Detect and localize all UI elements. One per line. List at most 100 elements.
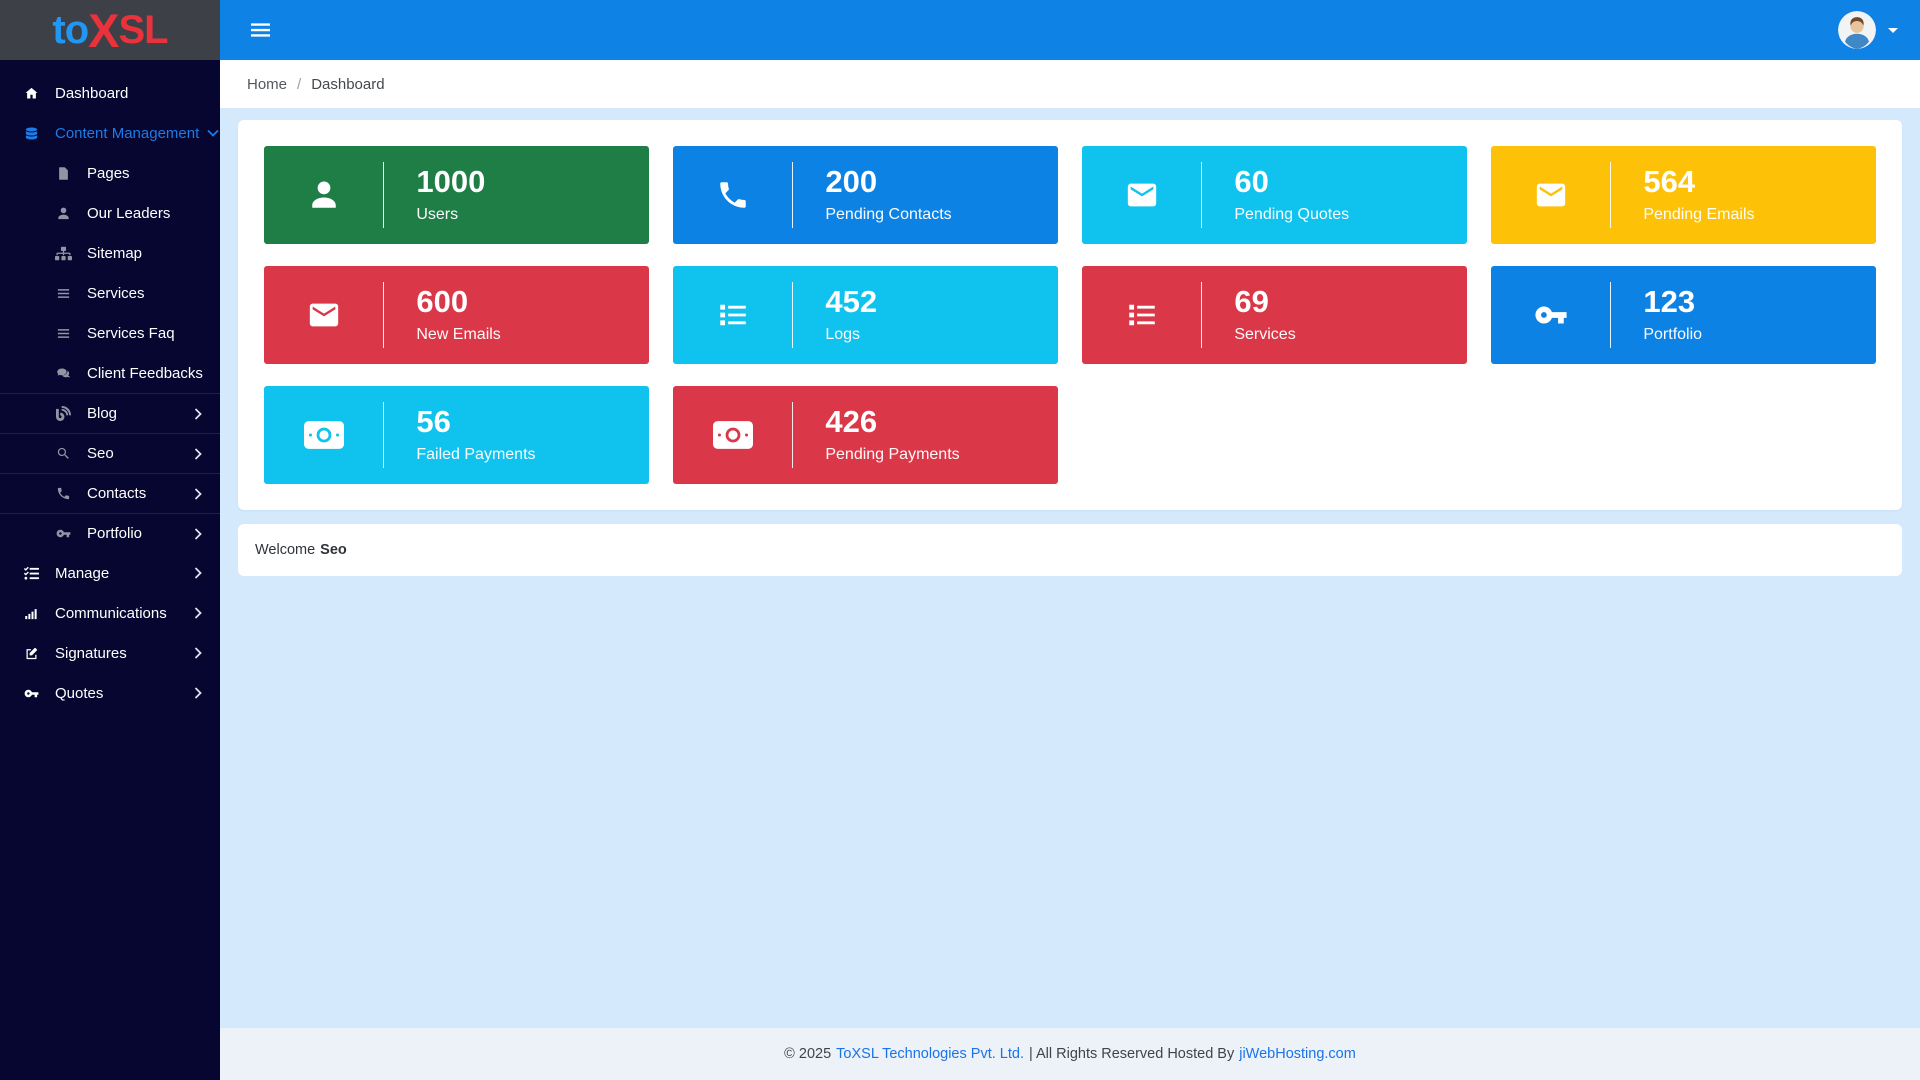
stat-card-logs[interactable]: 452 Logs [673, 266, 1058, 364]
sidebar-item-content-management[interactable]: Content Management [0, 113, 220, 153]
sidebar-item-signatures[interactable]: Signatures [0, 633, 220, 673]
welcome-text: Welcome [255, 542, 316, 558]
chevron-right-icon [194, 408, 202, 420]
stat-value: 123 [1643, 284, 1696, 320]
footer-copyright: © 2025 [784, 1046, 832, 1062]
avatar [1838, 11, 1876, 49]
brand-logo[interactable]: to X SL [0, 0, 220, 60]
sidebar-item-services-faq[interactable]: Services Faq [0, 313, 220, 353]
stats-panel: 1000 Users 200 Pending Contacts [238, 120, 1902, 510]
phone-icon [673, 178, 792, 212]
sidebar-item-seo[interactable]: Seo [0, 433, 220, 473]
sidebar-item-dashboard[interactable]: Dashboard [0, 73, 220, 113]
sidebar-item-label: Portfolio [87, 525, 143, 542]
sidebar-item-label: Seo [87, 445, 114, 462]
sidebar-item-label: Services Faq [87, 324, 175, 342]
stat-card-pending-quotes[interactable]: 60 Pending Quotes [1082, 146, 1467, 244]
sidebar-item-portfolio[interactable]: Portfolio [0, 513, 220, 553]
sidebar-item-communications[interactable]: Communications [0, 593, 220, 633]
signal-icon [20, 606, 42, 621]
sidebar: to X SL Dashboard Content Management Pages… [0, 0, 220, 1080]
stat-label: Portfolio [1643, 325, 1703, 343]
sidebar-item-quotes[interactable]: Quotes [0, 673, 220, 713]
footer-company-link[interactable]: ToXSL Technologies Pvt. Ltd. [836, 1046, 1024, 1062]
card-divider [1610, 282, 1612, 348]
footer-host-link[interactable]: jiWebHosting.com [1239, 1046, 1356, 1062]
user-icon [52, 206, 74, 221]
sidebar-item-contacts[interactable]: Contacts [0, 473, 220, 513]
sidebar-item-sitemap[interactable]: Sitemap [0, 233, 220, 273]
content-area: 1000 Users 200 Pending Contacts [220, 108, 1920, 1080]
sidebar-item-label: Contacts [87, 485, 147, 502]
caret-down-icon [1888, 27, 1898, 33]
sidebar-item-label: Dashboard [55, 84, 129, 102]
card-divider [792, 402, 794, 468]
card-divider [383, 402, 385, 468]
sidebar-item-client-feedbacks[interactable]: Client Feedbacks [0, 353, 220, 393]
stat-card-new-emails[interactable]: 600 New Emails [264, 266, 649, 364]
main-area: Home / Dashboard 1000 Users [220, 0, 1920, 1080]
stat-value: 69 [1234, 284, 1269, 320]
envelope-icon [1082, 178, 1201, 212]
stat-card-users[interactable]: 1000 Users [264, 146, 649, 244]
sidebar-item-our-leaders[interactable]: Our Leaders [0, 193, 220, 233]
stat-value: 452 [825, 284, 878, 320]
user-menu[interactable] [1838, 11, 1898, 49]
stat-value: 600 [416, 284, 469, 320]
chevron-right-icon [194, 528, 202, 540]
sidebar-item-services[interactable]: Services [0, 273, 220, 313]
topbar [220, 0, 1920, 60]
key-icon [1491, 298, 1610, 332]
stat-card-portfolio[interactable]: 123 Portfolio [1491, 266, 1876, 364]
card-divider [383, 162, 385, 228]
hamburger-icon [251, 22, 270, 38]
stat-value: 1000 [416, 164, 486, 200]
stat-card-pending-contacts[interactable]: 200 Pending Contacts [673, 146, 1058, 244]
sidebar-item-blog[interactable]: Blog [0, 393, 220, 433]
user-icon [264, 178, 383, 212]
stats-grid: 1000 Users 200 Pending Contacts [264, 146, 1876, 484]
breadcrumb: Home / Dashboard [220, 60, 1920, 108]
key-icon [52, 526, 74, 541]
stat-label: Pending Quotes [1234, 205, 1350, 223]
sidebar-item-label: Blog [87, 405, 118, 422]
database-icon [20, 126, 42, 141]
sidebar-item-manage[interactable]: Manage [0, 553, 220, 593]
comments-icon [52, 366, 74, 381]
card-divider [1610, 162, 1612, 228]
sidebar-item-label: Client Feedbacks [87, 364, 203, 382]
money-bill-icon [673, 418, 792, 452]
breadcrumb-home-link[interactable]: Home [247, 75, 288, 93]
stat-label: Pending Emails [1643, 205, 1755, 223]
sidebar-item-label: Our Leaders [87, 204, 171, 222]
stat-label: Services [1234, 325, 1296, 343]
stat-card-services[interactable]: 69 Services [1082, 266, 1467, 364]
phone-icon [52, 486, 74, 501]
sidebar-item-label: Quotes [55, 684, 104, 702]
stat-label: Pending Contacts [825, 205, 952, 223]
sidebar-toggle-button[interactable] [247, 18, 274, 42]
logo-text-sl: SL [118, 8, 169, 52]
chevron-right-icon [194, 607, 202, 619]
stat-label: New Emails [416, 325, 501, 343]
footer-rights-text: | All Rights Reserved Hosted By [1028, 1046, 1235, 1062]
envelope-icon [1491, 178, 1610, 212]
card-divider [792, 162, 794, 228]
stat-card-failed-payments[interactable]: 56 Failed Payments [264, 386, 649, 484]
key-icon [20, 686, 42, 701]
stat-card-pending-emails[interactable]: 564 Pending Emails [1491, 146, 1876, 244]
card-divider [383, 282, 385, 348]
stat-label: Pending Payments [825, 445, 960, 463]
sidebar-item-label: Sitemap [87, 244, 143, 262]
stat-card-pending-payments[interactable]: 426 Pending Payments [673, 386, 1058, 484]
card-divider [1201, 282, 1203, 348]
stat-value: 426 [825, 404, 878, 440]
list-icon [673, 298, 792, 332]
chevron-right-icon [194, 567, 202, 579]
welcome-username: Seo [320, 542, 347, 558]
card-divider [1201, 162, 1203, 228]
sidebar-item-pages[interactable]: Pages [0, 153, 220, 193]
stat-label: Failed Payments [416, 445, 536, 463]
logo-text-x: X [88, 3, 119, 57]
stat-value: 56 [416, 404, 451, 440]
